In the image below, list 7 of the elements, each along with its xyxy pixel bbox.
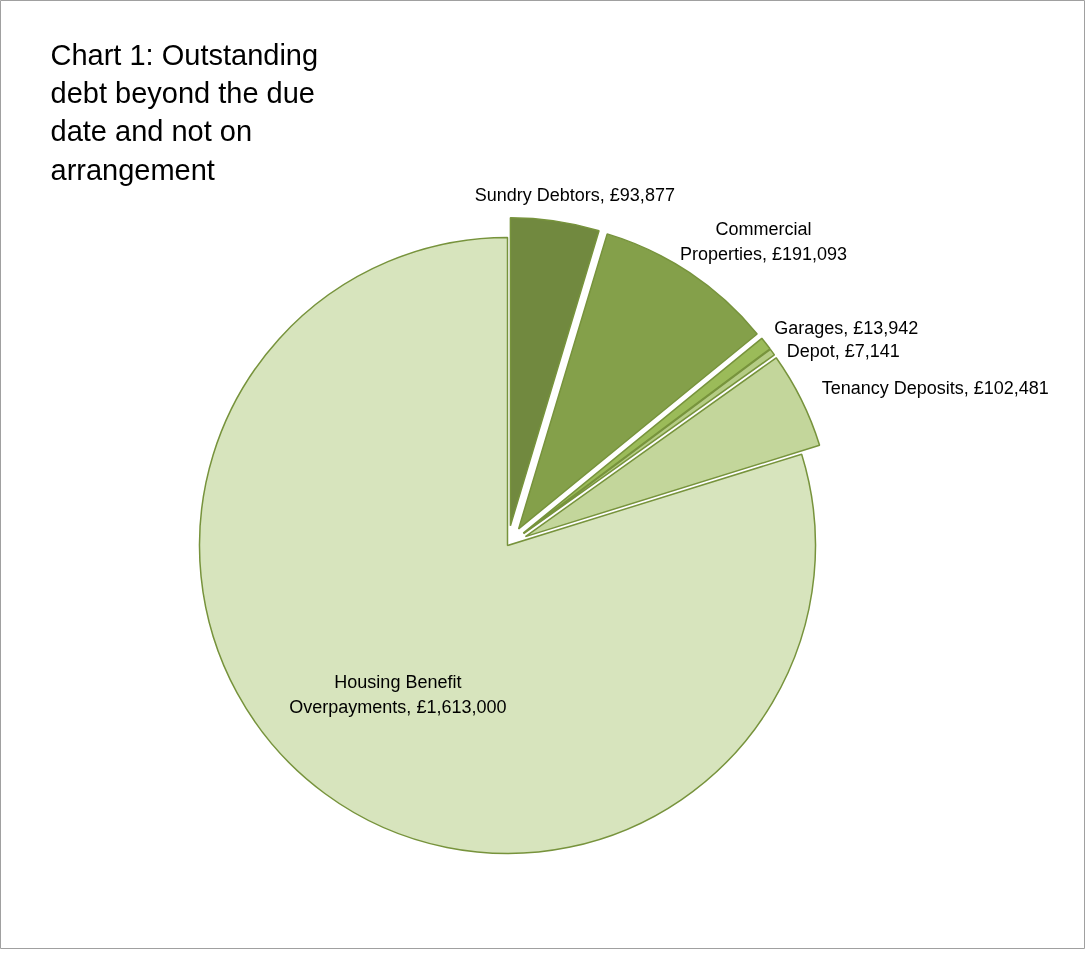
slice-label: Commercial Properties, £191,093 [679, 218, 848, 264]
slice-label: Depot, £7,141 [786, 340, 900, 361]
slice-label: Housing Benefit Overpayments, £1,613,000 [289, 671, 507, 717]
slice-label: Sundry Debtors, £93,877 [474, 185, 675, 206]
slice-label: Garages, £13,942 [774, 317, 919, 338]
chart-title: Chart 1: Outstanding debt beyond the due date and not on arrangement [50, 38, 319, 186]
slice-label: Tenancy Deposits, £102,481 [821, 378, 1049, 399]
